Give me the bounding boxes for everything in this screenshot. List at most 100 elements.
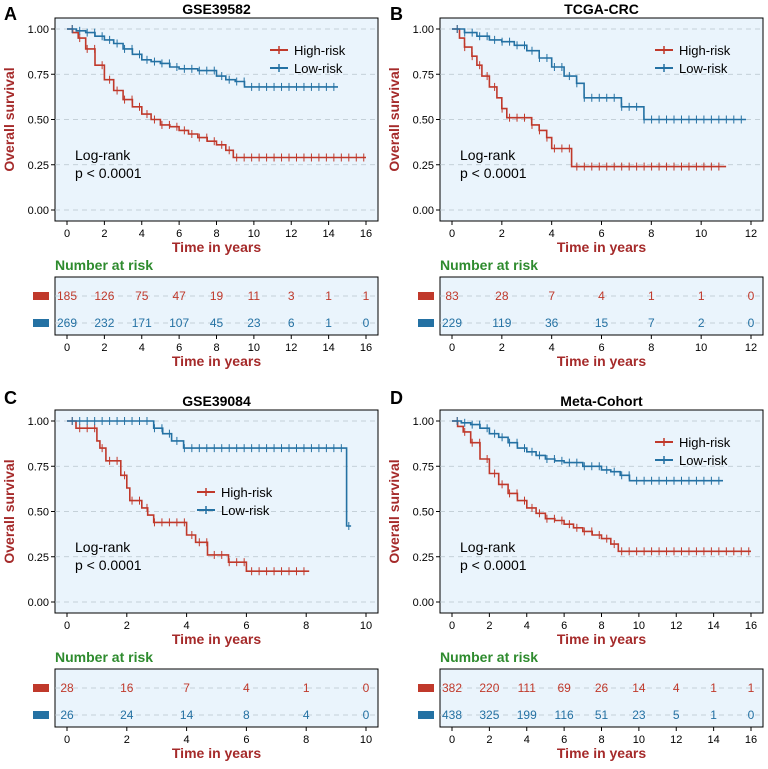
risk-count: 107 bbox=[169, 316, 189, 330]
x-tick-label: 14 bbox=[708, 620, 720, 632]
risk-count: 24 bbox=[120, 708, 134, 722]
risk-x-tick-label: 8 bbox=[303, 734, 309, 746]
risk-count: 51 bbox=[595, 708, 609, 722]
risk-x-tick-label: 2 bbox=[101, 342, 107, 354]
risk-x-tick-label: 12 bbox=[745, 342, 757, 354]
risk-count: 75 bbox=[135, 289, 149, 303]
risk-table-title: Number at risk bbox=[55, 649, 153, 665]
y-axis-title: Overall survival bbox=[1, 67, 17, 171]
y-axis-title: Overall survival bbox=[386, 459, 402, 563]
risk-row-swatch-low bbox=[33, 319, 49, 327]
chart-title: TCGA-CRC bbox=[564, 1, 639, 17]
x-tick-label: 8 bbox=[598, 620, 604, 632]
risk-x-tick-label: 6 bbox=[243, 734, 249, 746]
y-tick-label: 0.00 bbox=[28, 205, 49, 217]
y-tick-label: 0.25 bbox=[413, 160, 434, 172]
risk-x-tick-label: 14 bbox=[323, 342, 335, 354]
censor-marks-high bbox=[71, 25, 365, 162]
chart-title: GSE39582 bbox=[182, 1, 251, 17]
y-tick-label: 0.25 bbox=[413, 552, 434, 564]
risk-x-tick-label: 14 bbox=[708, 734, 720, 746]
risk-count: 23 bbox=[247, 316, 261, 330]
risk-count: 1 bbox=[363, 289, 370, 303]
risk-x-axis-title: Time in years bbox=[172, 745, 261, 761]
risk-table-area bbox=[439, 276, 764, 336]
risk-table-area bbox=[439, 668, 764, 728]
chart-title: Meta-Cohort bbox=[560, 393, 643, 409]
risk-x-tick-label: 4 bbox=[549, 342, 555, 354]
x-tick-label: 10 bbox=[695, 228, 707, 240]
risk-count: 7 bbox=[183, 681, 190, 695]
logrank-label: Log-rank bbox=[75, 539, 131, 555]
risk-x-tick-label: 12 bbox=[285, 342, 297, 354]
risk-x-tick-label: 16 bbox=[745, 734, 757, 746]
risk-x-tick-label: 2 bbox=[124, 734, 130, 746]
panel-letter: D bbox=[390, 388, 403, 408]
risk-count: 69 bbox=[557, 681, 571, 695]
x-tick-label: 4 bbox=[549, 228, 555, 240]
legend-label-low: Low-risk bbox=[679, 453, 728, 468]
risk-x-tick-label: 10 bbox=[633, 734, 645, 746]
y-tick-label: 1.00 bbox=[413, 24, 434, 36]
risk-x-tick-label: 0 bbox=[449, 342, 455, 354]
x-tick-label: 0 bbox=[449, 620, 455, 632]
logrank-label: Log-rank bbox=[75, 147, 131, 163]
x-tick-label: 14 bbox=[323, 228, 335, 240]
risk-count: 325 bbox=[479, 708, 499, 722]
risk-count: 19 bbox=[210, 289, 224, 303]
x-tick-label: 12 bbox=[285, 228, 297, 240]
risk-count: 7 bbox=[548, 289, 555, 303]
risk-x-tick-label: 10 bbox=[248, 342, 260, 354]
risk-count: 6 bbox=[288, 316, 295, 330]
censor-marks-low bbox=[71, 25, 335, 91]
risk-count: 4 bbox=[673, 681, 680, 695]
risk-count: 232 bbox=[94, 316, 114, 330]
y-tick-label: 0.00 bbox=[413, 597, 434, 609]
risk-count: 1 bbox=[698, 289, 705, 303]
risk-count: 269 bbox=[57, 316, 77, 330]
risk-x-tick-label: 2 bbox=[499, 342, 505, 354]
x-axis-title: Time in years bbox=[557, 239, 646, 255]
series-line-high bbox=[452, 420, 751, 553]
risk-table-area bbox=[54, 668, 379, 728]
risk-count: 0 bbox=[363, 316, 370, 330]
x-tick-label: 2 bbox=[101, 228, 107, 240]
p-value-label: p < 0.0001 bbox=[75, 557, 142, 573]
risk-x-tick-label: 4 bbox=[524, 734, 530, 746]
y-tick-label: 1.00 bbox=[413, 416, 434, 428]
risk-x-tick-label: 16 bbox=[360, 342, 372, 354]
risk-table-title: Number at risk bbox=[440, 649, 538, 665]
risk-count: 15 bbox=[595, 316, 609, 330]
y-tick-label: 0.50 bbox=[28, 507, 49, 519]
risk-x-axis-title: Time in years bbox=[557, 353, 646, 369]
y-tick-label: 0.00 bbox=[28, 597, 49, 609]
risk-count: 1 bbox=[710, 708, 717, 722]
risk-table-area bbox=[54, 276, 379, 336]
y-tick-label: 0.50 bbox=[413, 115, 434, 127]
risk-count: 47 bbox=[172, 289, 186, 303]
risk-count: 1 bbox=[325, 289, 332, 303]
y-tick-label: 1.00 bbox=[28, 416, 49, 428]
risk-x-tick-label: 6 bbox=[598, 342, 604, 354]
risk-x-tick-label: 10 bbox=[360, 734, 372, 746]
x-tick-label: 6 bbox=[243, 620, 249, 632]
risk-count: 171 bbox=[132, 316, 152, 330]
x-tick-label: 16 bbox=[745, 620, 757, 632]
legend-label-low: Low-risk bbox=[294, 61, 343, 76]
x-tick-label: 0 bbox=[449, 228, 455, 240]
risk-count: 11 bbox=[248, 289, 261, 303]
x-tick-label: 4 bbox=[139, 228, 145, 240]
panel-letter: A bbox=[4, 4, 17, 24]
x-axis-title: Time in years bbox=[172, 631, 261, 647]
risk-count: 0 bbox=[748, 289, 755, 303]
risk-count: 1 bbox=[648, 289, 655, 303]
risk-count: 0 bbox=[748, 708, 755, 722]
x-tick-label: 8 bbox=[648, 228, 654, 240]
y-tick-label: 0.75 bbox=[413, 69, 434, 81]
risk-x-axis-title: Time in years bbox=[172, 353, 261, 369]
x-tick-label: 6 bbox=[561, 620, 567, 632]
risk-count: 116 bbox=[555, 708, 574, 722]
y-tick-label: 0.75 bbox=[28, 69, 49, 81]
x-tick-label: 4 bbox=[524, 620, 530, 632]
